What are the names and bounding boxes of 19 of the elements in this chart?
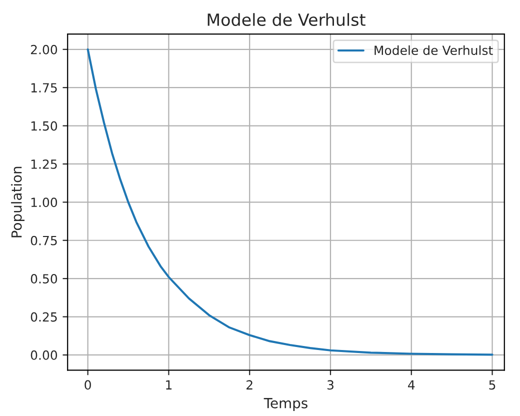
y-tick-label: 0.75	[30, 236, 57, 246]
y-tick-label: 1.00	[31, 198, 58, 208]
x-tick-label: 4	[408, 380, 415, 390]
x-tick-label: 5	[489, 380, 496, 390]
x-tick-label: 1	[166, 380, 172, 390]
y-tick-label: 1.75	[31, 83, 57, 93]
y-axis-title: Population	[11, 166, 24, 238]
legend-label: Modele de Verhulst	[374, 45, 493, 56]
y-tick-label: 2.00	[30, 44, 58, 54]
x-tick-label: 2	[246, 380, 252, 390]
chart-title: Modele de Verhulst	[208, 13, 366, 26]
y-tick-label: 0.00	[30, 350, 58, 360]
x-tick-label: 3	[327, 380, 334, 390]
y-tick-label: 1.50	[31, 121, 58, 131]
y-tick-label: 1.25	[31, 159, 57, 169]
y-tick-label: 0.50	[30, 274, 58, 284]
y-tick-label: 0.25	[30, 312, 57, 322]
x-tick-label: 0	[84, 380, 91, 390]
x-axis-title: Temps	[264, 398, 308, 412]
